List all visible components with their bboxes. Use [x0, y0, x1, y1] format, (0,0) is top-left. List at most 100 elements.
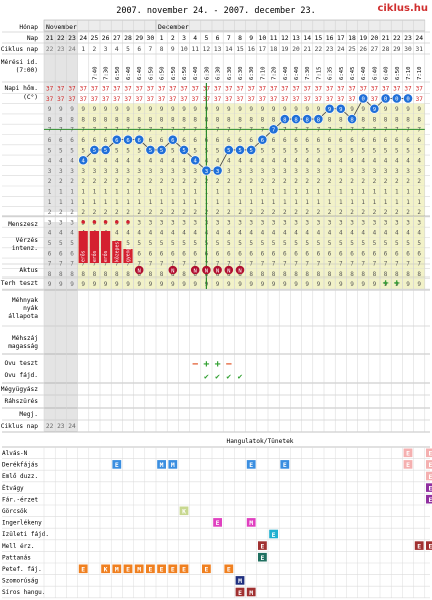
temp-grid-digit: 1: [216, 199, 220, 206]
temp-grid-digit: 37: [270, 86, 278, 93]
cycle-day-number: 24: [68, 423, 76, 430]
cycle-day-number: 16: [247, 46, 255, 53]
symptoms-title: Hangulatok/Tünetek: [226, 438, 293, 445]
temp-grid-digit: 2: [48, 178, 52, 185]
temp-grid-digit: 6: [350, 250, 354, 257]
temp-band: [77, 186, 425, 197]
cycle-day-number: 22: [46, 423, 54, 430]
day-number: 13: [292, 34, 300, 42]
day-number: 3: [182, 34, 186, 42]
temp-grid-digit: 6: [305, 137, 309, 144]
temp-band: [77, 175, 425, 186]
temp-grid-digit: 3: [171, 219, 175, 226]
temp-grid-digit: 3: [238, 219, 242, 226]
temp-grid-digit: 1: [81, 199, 85, 206]
temp-grid-digit: 1: [417, 199, 421, 206]
measure-time: 6:30: [238, 67, 244, 80]
temp-grid-digit: 5: [48, 240, 52, 247]
temp-grid-digit: 37: [326, 96, 334, 103]
temp-grid-digit: 8: [59, 116, 63, 123]
symptom-marker-label: M: [249, 589, 253, 597]
temp-grid-digit: 2: [70, 209, 74, 216]
bleeding-bar: [101, 231, 111, 263]
cycle-day-number: 20: [292, 46, 300, 53]
temp-grid-digit: 1: [373, 199, 377, 206]
temp-grid-digit: 37: [57, 86, 65, 93]
symptom-marker-label: E: [227, 566, 231, 574]
sex-marker-label: N: [171, 268, 174, 274]
temp-grid-digit: 1: [406, 199, 410, 206]
temp-grid-digit: 6: [406, 137, 410, 144]
temp-grid-digit: 1: [171, 189, 175, 196]
temp-grid-digit: 1: [272, 189, 276, 196]
temp-grid-digit: 1: [283, 199, 287, 206]
temp-grid-digit: 4: [305, 158, 309, 165]
temp-grid-digit: 2: [171, 209, 175, 216]
temperature-point-label: 9: [328, 107, 331, 113]
temp-grid-digit: 2: [59, 178, 63, 185]
temperature-point-label: 0: [406, 97, 409, 103]
bleeding-dot: [81, 220, 85, 224]
temp-grid-digit: 6: [59, 250, 63, 257]
symptom-marker: [426, 494, 432, 504]
temp-grid-digit: 37: [337, 96, 345, 103]
temp-grid-digit: 1: [171, 199, 175, 206]
temp-grid-digit: 4: [395, 158, 399, 165]
temp-grid-digit: 4: [48, 158, 52, 165]
grey-column: [44, 20, 56, 212]
temp-grid-digit: 5: [305, 147, 309, 154]
temp-grid-digit: 3: [104, 168, 108, 175]
temp-grid-digit: 4: [137, 230, 141, 237]
temp-grid-digit: 37: [371, 86, 379, 93]
day-number: 10: [259, 34, 267, 42]
temp-grid-digit: 6: [193, 137, 197, 144]
measure-time: 6:40: [294, 67, 300, 80]
symptom-marker: [123, 564, 133, 574]
temperature-point: [358, 93, 369, 104]
day-number: 21: [382, 34, 390, 42]
temp-grid-digit: 7: [216, 127, 220, 134]
temp-grid-digit: 6: [216, 250, 220, 257]
temp-grid-digit: 1: [115, 189, 119, 196]
temp-grid-digit: 4: [149, 230, 153, 237]
temp-grid-digit: 8: [261, 116, 265, 123]
symptom-label: Fár.-érzet: [2, 496, 39, 503]
temp-grid-digit: 4: [126, 158, 130, 165]
temp-grid-digit: 9: [261, 281, 265, 288]
temp-grid-digit: 1: [227, 199, 231, 206]
temp-grid-digit: 7: [126, 127, 130, 134]
symptom-marker: [258, 541, 267, 550]
temp-grid-digit: 6: [294, 250, 298, 257]
row-label-cough: Ráhszürés: [4, 397, 38, 405]
grey-column: [44, 222, 56, 432]
temp-grid-digit: 37: [416, 96, 424, 103]
temp-grid-digit: 8: [261, 271, 265, 278]
measure-time: 6:40: [137, 67, 143, 80]
temp-grid-digit: 3: [361, 168, 365, 175]
bleeding-intensity-label: erős: [81, 250, 87, 262]
temp-grid-digit: 4: [115, 230, 119, 237]
sex-marker-label: N: [227, 268, 230, 274]
temp-grid-digit: 3: [283, 219, 287, 226]
temp-grid-digit: 8: [227, 116, 231, 123]
temp-grid-digit: 7: [339, 127, 343, 134]
preg-test-mark: +: [394, 278, 400, 289]
symptom-marker: [179, 506, 189, 516]
temp-grid-digit: 2: [126, 209, 130, 216]
temp-grid-digit: 7: [305, 127, 309, 134]
temperature-point: [302, 114, 313, 124]
temp-grid-digit: 1: [81, 189, 85, 196]
row-label-time-default: (7:00): [16, 67, 38, 74]
temp-grid-digit: 1: [373, 189, 377, 196]
symptom-marker: [213, 518, 222, 527]
temperature-point-label: 5: [182, 148, 185, 154]
temp-grid-digit: 6: [395, 250, 399, 257]
temp-grid-digit: 37: [248, 96, 256, 103]
temp-grid-digit: 1: [317, 189, 321, 196]
temp-grid-digit: 9: [384, 281, 388, 288]
temp-grid-digit: 2: [160, 178, 164, 185]
symptom-marker: [426, 541, 432, 550]
symptom-marker: [179, 564, 189, 574]
symptom-marker-label: E: [428, 473, 432, 481]
temp-grid-digit: 5: [305, 240, 309, 247]
